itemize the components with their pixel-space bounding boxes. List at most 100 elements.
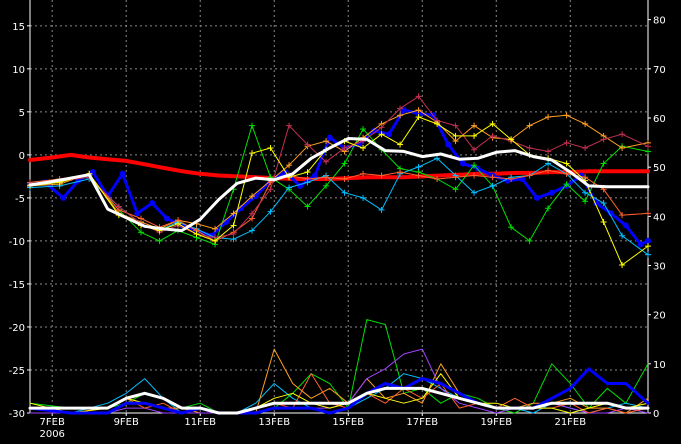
- temp-series-point: [249, 210, 256, 217]
- temp-series-point: [341, 175, 348, 182]
- temp-series-point: [378, 131, 385, 138]
- temp-series-point: [645, 143, 651, 150]
- temp-series-point: [415, 114, 422, 121]
- temp-series-point: [471, 162, 478, 169]
- temp-series-point: [163, 215, 170, 222]
- temp-series-point: [600, 136, 607, 143]
- temp-series-point: [645, 148, 651, 155]
- precipitation-series-layer: [28, 319, 650, 415]
- left-tick-label: -25: [9, 366, 25, 377]
- x-tick-label: 9FEB: [114, 417, 139, 428]
- temp-series-point: [489, 120, 496, 127]
- temp-series-point: [249, 150, 256, 157]
- temp-series-point: [600, 200, 607, 207]
- temp-series-point: [471, 189, 478, 196]
- temp-series-point: [237, 205, 244, 212]
- temp-series-point: [326, 134, 333, 141]
- right-tick-label: 10: [653, 360, 666, 371]
- temp-series-point: [622, 222, 629, 229]
- left-tick-label: -30: [9, 409, 25, 420]
- right-tick-label: 80: [653, 16, 666, 27]
- temp-series-point: [415, 163, 422, 170]
- precip-series-line-7: [28, 386, 650, 415]
- temp-series-point: [360, 144, 367, 151]
- temp-series-point: [563, 170, 570, 177]
- temp-series-point: [286, 184, 293, 191]
- temp-series-point: [323, 182, 330, 189]
- temp-series-point: [471, 132, 478, 139]
- left-tick-label: 0: [19, 151, 25, 162]
- temp-series-point: [452, 138, 459, 145]
- temp-series-point: [397, 141, 404, 148]
- temp-series-point: [582, 144, 589, 151]
- temp-series-point: [134, 210, 141, 217]
- temp-series-point: [548, 189, 555, 196]
- right-tick-label: 40: [653, 212, 666, 223]
- temp-series-point: [156, 237, 163, 244]
- temp-series-point: [193, 231, 200, 238]
- temp-series-point: [397, 105, 404, 112]
- temp-series-point: [323, 158, 330, 165]
- temp-series-point: [385, 131, 392, 138]
- temp-series-line-2: [29, 125, 649, 245]
- temp-series-point: [119, 170, 126, 177]
- right-tick-label: 0: [653, 409, 659, 420]
- temp-series-point: [304, 169, 311, 176]
- temp-series-point: [508, 175, 515, 182]
- temp-series-point: [582, 198, 589, 205]
- temp-series-point: [267, 208, 274, 215]
- temp-series-point: [286, 122, 293, 129]
- temp-series-point: [545, 167, 552, 174]
- temp-series-point: [304, 141, 311, 148]
- temp-series-point: [526, 144, 533, 151]
- x-year-label: 2006: [39, 429, 64, 440]
- temp-series-point: [445, 141, 452, 148]
- temp-series-point: [415, 110, 422, 117]
- temp-series-point: [138, 229, 145, 236]
- temp-series-point: [304, 203, 311, 210]
- temp-series-line-8: [28, 137, 650, 233]
- temp-series-point: [360, 170, 367, 177]
- x-tick-label: 17FEB: [406, 417, 438, 428]
- temp-series-point: [360, 194, 367, 201]
- temp-series-line-5: [29, 169, 649, 242]
- temp-series-point: [415, 172, 422, 179]
- temp-series-point: [619, 144, 626, 151]
- temp-series-point: [526, 237, 533, 244]
- temp-series-point: [286, 162, 293, 169]
- temp-series-point: [452, 174, 459, 181]
- temp-series-point: [434, 175, 441, 182]
- temp-series-point: [249, 193, 256, 200]
- temp-series-point: [545, 205, 552, 212]
- precip-series-line-4: [29, 373, 649, 414]
- temp-series-point: [212, 237, 219, 244]
- temp-series-point: [607, 210, 614, 217]
- temp-series-point: [563, 139, 570, 146]
- temp-series-point: [637, 241, 644, 248]
- x-tick-label: 21FEB: [554, 417, 586, 428]
- temp-series-point: [563, 112, 570, 119]
- temp-series-point: [471, 122, 478, 129]
- temp-series-point: [249, 227, 256, 234]
- axis-layer: [27, 0, 651, 416]
- temp-series-point: [600, 160, 607, 167]
- temp-series-point: [645, 210, 651, 217]
- temperature-series-layer: [27, 93, 651, 269]
- temp-series-point: [471, 172, 478, 179]
- temp-series-point: [323, 138, 330, 145]
- grid-layer: [30, 0, 648, 414]
- temp-series-point: [526, 122, 533, 129]
- temp-series-point: [360, 126, 367, 133]
- temp-series-point: [415, 107, 422, 114]
- temp-series-point: [645, 243, 651, 250]
- temp-series-point: [582, 120, 589, 127]
- temp-series-point: [212, 225, 219, 232]
- left-tick-label: -20: [9, 323, 25, 334]
- tick-label-layer: 151050-5-10-15-20-25-3080706050403020100…: [9, 16, 666, 440]
- temp-series-point: [619, 232, 626, 239]
- temp-series-point: [341, 189, 348, 196]
- temp-series-point: [645, 251, 651, 258]
- temp-series-point: [341, 144, 348, 151]
- temp-series-point: [138, 215, 145, 222]
